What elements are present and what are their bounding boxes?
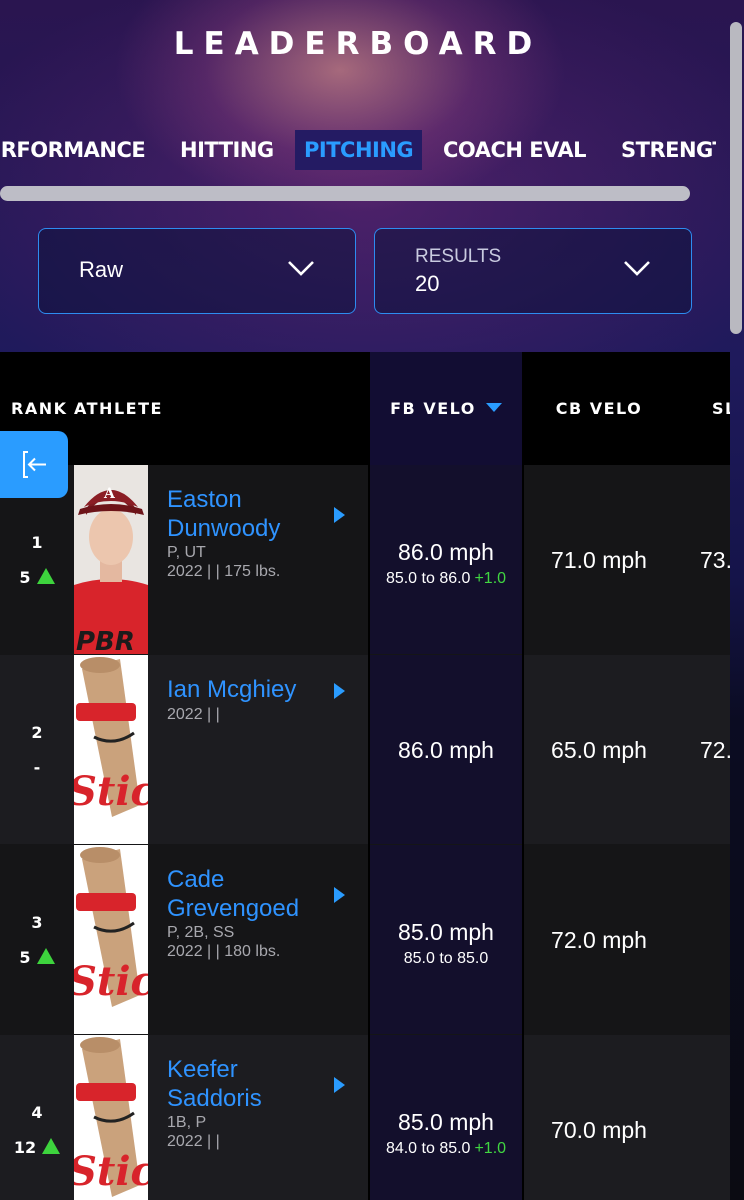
svg-text:Stick: Stick <box>74 1148 148 1195</box>
athlete-positions: P, 2B, SS <box>167 924 235 941</box>
athlete-photo-placeholder[interactable]: Stick <box>74 845 148 1034</box>
fb-velo-column-bg <box>370 1035 522 1200</box>
play-icon[interactable] <box>334 1077 345 1093</box>
athlete-photo-placeholder[interactable]: Stick <box>74 1035 148 1200</box>
fb-velo-range: 84.0 to 85.0 +1.0 <box>370 1140 522 1158</box>
fb-range-text: 85.0 to 85.0 <box>403 950 489 967</box>
rank-change: 5 <box>0 568 74 587</box>
cb-velo-value: 71.0 mph <box>551 547 647 573</box>
leaderboard-table: RANK ATHLETE FB VELO CB VELO SL 1 5 PBR … <box>0 352 730 1200</box>
category-tabs: PERFORMANCE HITTING PITCHING COACH EVAL … <box>0 130 716 170</box>
fb-delta: +1.0 <box>474 1140 507 1157</box>
play-icon[interactable] <box>334 887 345 903</box>
rank-value: 3 <box>31 913 43 932</box>
type-select[interactable]: Raw <box>38 228 356 314</box>
cb-velo-value: 65.0 mph <box>551 737 647 763</box>
table-row[interactable]: 3 5 Stick Cade Grevengoed P, 2B, SS 2022… <box>0 845 730 1034</box>
athlete-info: 2022 | | <box>167 706 220 723</box>
fb-velo-value: 85.0 mph <box>398 919 494 945</box>
rank-change-value: 5 <box>19 948 31 967</box>
sl-velo-value: 72. <box>700 737 730 763</box>
table-row[interactable]: 2 - Stick Ian Mcghiey 2022 | | 86.0 mph … <box>0 655 730 844</box>
rank-value: 1 <box>31 533 43 552</box>
trend-up-icon <box>36 568 55 584</box>
table-header: RANK ATHLETE FB VELO CB VELO SL <box>0 352 730 465</box>
trend-up-icon <box>42 1138 61 1154</box>
exit-icon <box>23 451 46 478</box>
athlete-info: 2022 | | <box>167 1133 220 1150</box>
svg-text:A: A <box>103 486 116 502</box>
tab-performance[interactable]: PERFORMANCE <box>0 138 146 162</box>
rank-change: - <box>0 758 74 777</box>
rank-value: 2 <box>31 723 43 742</box>
chevron-down-icon <box>288 261 314 276</box>
play-icon[interactable] <box>334 683 345 699</box>
athlete-photo-placeholder[interactable]: Stick <box>74 655 148 844</box>
trend-up-icon <box>36 948 55 964</box>
sl-velo-value: 73. <box>700 547 730 573</box>
chevron-down-icon <box>624 261 650 276</box>
athlete-photo[interactable]: PBR A <box>74 465 148 654</box>
rank-value: 4 <box>31 1103 43 1122</box>
cb-velo-value: 72.0 mph <box>551 927 647 953</box>
athlete-positions: P, UT <box>167 544 206 561</box>
athlete-name-link[interactable]: Cade Grevengoed <box>167 866 300 922</box>
page-title: LEADERBOARD <box>173 26 543 62</box>
fb-velo-value: 86.0 mph <box>398 539 494 565</box>
fb-range-text: 85.0 to 86.0 <box>385 570 471 587</box>
fb-velo-range: 85.0 to 85.0 <box>370 950 522 968</box>
tab-strength[interactable]: STRENGTH <box>621 138 716 162</box>
fb-range-text: 84.0 to 85.0 <box>385 1140 471 1157</box>
header-cb-velo[interactable]: CB VELO <box>555 399 643 418</box>
results-select[interactable]: RESULTS 20 <box>374 228 692 314</box>
table-row[interactable]: 4 12 Stick Keefer Saddoris 1B, P 2022 | … <box>0 1035 730 1200</box>
header-rank[interactable]: RANK <box>11 399 68 418</box>
athlete-info: 2022 | | 175 lbs. <box>167 563 281 580</box>
header-sl-velo[interactable]: SL <box>712 399 730 418</box>
fb-velo-column-bg <box>370 655 522 844</box>
exit-button[interactable] <box>0 431 68 498</box>
athlete-name-link[interactable]: Easton Dunwoody <box>167 486 281 542</box>
header-fb-velo[interactable]: FB VELO <box>370 352 522 465</box>
athlete-positions: 1B, P <box>167 1114 207 1131</box>
sort-desc-icon <box>485 403 502 412</box>
header-athlete[interactable]: ATHLETE <box>74 399 163 418</box>
fb-velo-column-bg <box>370 845 522 1034</box>
athlete-info: 2022 | | 180 lbs. <box>167 943 281 960</box>
svg-text:Stick: Stick <box>74 958 148 1005</box>
rank-change-value: 5 <box>19 568 31 587</box>
athlete-name-link[interactable]: Keefer Saddoris <box>167 1056 262 1112</box>
type-select-value: Raw <box>79 257 124 282</box>
rank-change-value: - <box>33 758 41 777</box>
athlete-name-link[interactable]: Ian Mcghiey <box>167 676 297 703</box>
fb-velo-range: 85.0 to 86.0 +1.0 <box>370 570 522 588</box>
play-icon[interactable] <box>334 507 345 523</box>
table-row[interactable]: 1 5 PBR A Easton Dunwoody P, UT 2022 | |… <box>0 465 730 654</box>
page-scrollbar[interactable] <box>730 22 742 334</box>
fb-delta: +1.0 <box>474 570 507 587</box>
tab-coach-eval[interactable]: COACH EVAL <box>443 138 587 162</box>
column-divider <box>368 352 370 1200</box>
svg-text:PBR: PBR <box>76 627 135 654</box>
fb-velo-column-bg <box>370 465 522 654</box>
svg-text:Stick: Stick <box>74 768 148 815</box>
cb-velo-value: 70.0 mph <box>551 1117 647 1143</box>
tabs-scrollbar[interactable] <box>0 186 690 201</box>
tab-hitting[interactable]: HITTING <box>180 138 274 162</box>
tab-pitching[interactable]: PITCHING <box>295 130 423 170</box>
results-select-value: 20 <box>415 271 440 296</box>
results-select-label: RESULTS <box>415 246 502 267</box>
fb-velo-value: 85.0 mph <box>398 1109 494 1135</box>
rank-change-value: 12 <box>13 1138 37 1157</box>
rank-change: 5 <box>0 948 74 967</box>
fb-velo-value: 86.0 mph <box>398 737 494 763</box>
column-divider <box>522 352 524 1200</box>
header-fb-velo-label: FB VELO <box>390 399 476 418</box>
rank-change: 12 <box>0 1138 74 1157</box>
